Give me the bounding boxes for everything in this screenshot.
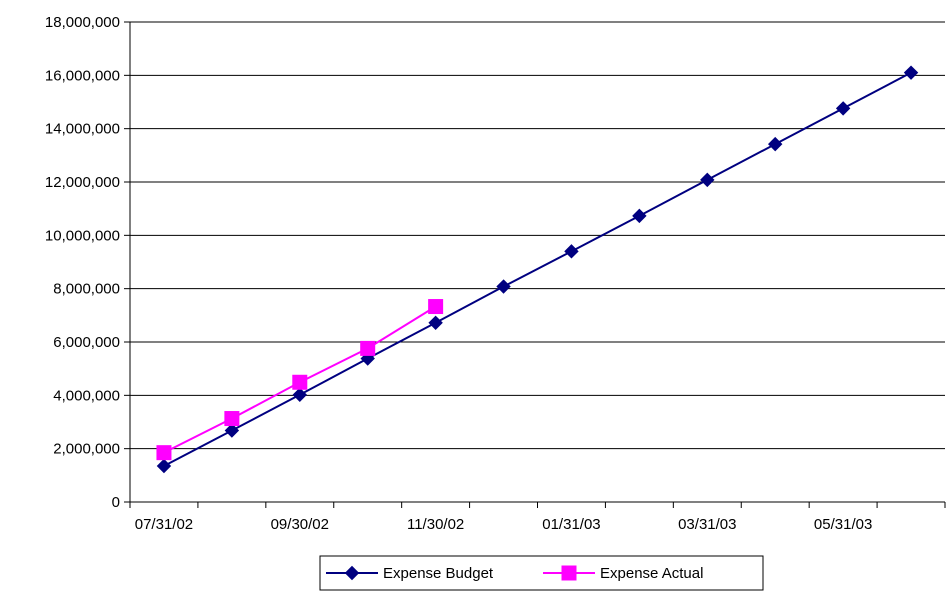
- data-point-square: [292, 374, 308, 390]
- data-point-diamond: [156, 458, 172, 474]
- data-point-square: [224, 411, 240, 427]
- y-tick-label: 8,000,000: [53, 281, 120, 298]
- data-point-square: [360, 340, 376, 356]
- data-point-square: [428, 299, 444, 315]
- x-tick-label: 03/31/03: [678, 516, 736, 533]
- y-axis-ticks: 0 2,000,000 4,000,000 6,000,000 8,000,000 10,…: [45, 14, 130, 511]
- x-axis-ticks: 07/31/02 09/30/02 11/30/02 01/31/03 03/31/03…: [129, 502, 946, 533]
- legend: Expense Budget Expense Actual: [319, 555, 764, 591]
- series-expense-actual: [156, 299, 444, 461]
- data-point-diamond: [496, 279, 511, 294]
- y-tick-label: 2,000,000: [53, 441, 120, 458]
- data-point-square: [156, 445, 172, 461]
- y-tick-label: 14,000,000: [45, 121, 120, 138]
- data-point-diamond: [903, 65, 919, 80]
- series-layer: [156, 65, 919, 474]
- x-tick-label: 09/30/02: [271, 516, 329, 533]
- y-tick-label: 6,000,000: [53, 334, 120, 351]
- data-point-diamond: [768, 136, 783, 152]
- y-tick-label: 16,000,000: [45, 67, 120, 84]
- x-tick-label: 07/31/02: [135, 516, 193, 533]
- x-tick-label: 01/31/03: [542, 516, 600, 533]
- x-tick-label: 05/31/03: [814, 516, 872, 533]
- data-point-diamond: [428, 315, 443, 331]
- y-tick-label: 0: [112, 494, 120, 511]
- legend-box: [319, 555, 764, 591]
- data-point-diamond: [292, 387, 307, 403]
- data-point-diamond: [835, 101, 851, 116]
- x-tick-label: 11/30/02: [407, 516, 464, 533]
- series-expense-budget: [156, 65, 919, 474]
- data-point-diamond: [564, 244, 579, 259]
- gridlines: [130, 21, 945, 450]
- data-point-diamond: [700, 172, 715, 188]
- y-tick-label: 12,000,000: [45, 174, 120, 191]
- data-point-square: [561, 565, 577, 581]
- data-point-diamond: [224, 423, 240, 438]
- legend-label: Expense Budget: [383, 565, 494, 582]
- y-tick-label: 10,000,000: [45, 227, 120, 244]
- data-point-diamond: [344, 565, 360, 581]
- series-line: [163, 71, 912, 467]
- y-tick-label: 4,000,000: [53, 387, 120, 404]
- data-point-diamond: [632, 208, 647, 224]
- axes: [129, 22, 945, 503]
- legend-label: Expense Actual: [600, 565, 703, 582]
- y-tick-label: 18,000,000: [45, 14, 120, 31]
